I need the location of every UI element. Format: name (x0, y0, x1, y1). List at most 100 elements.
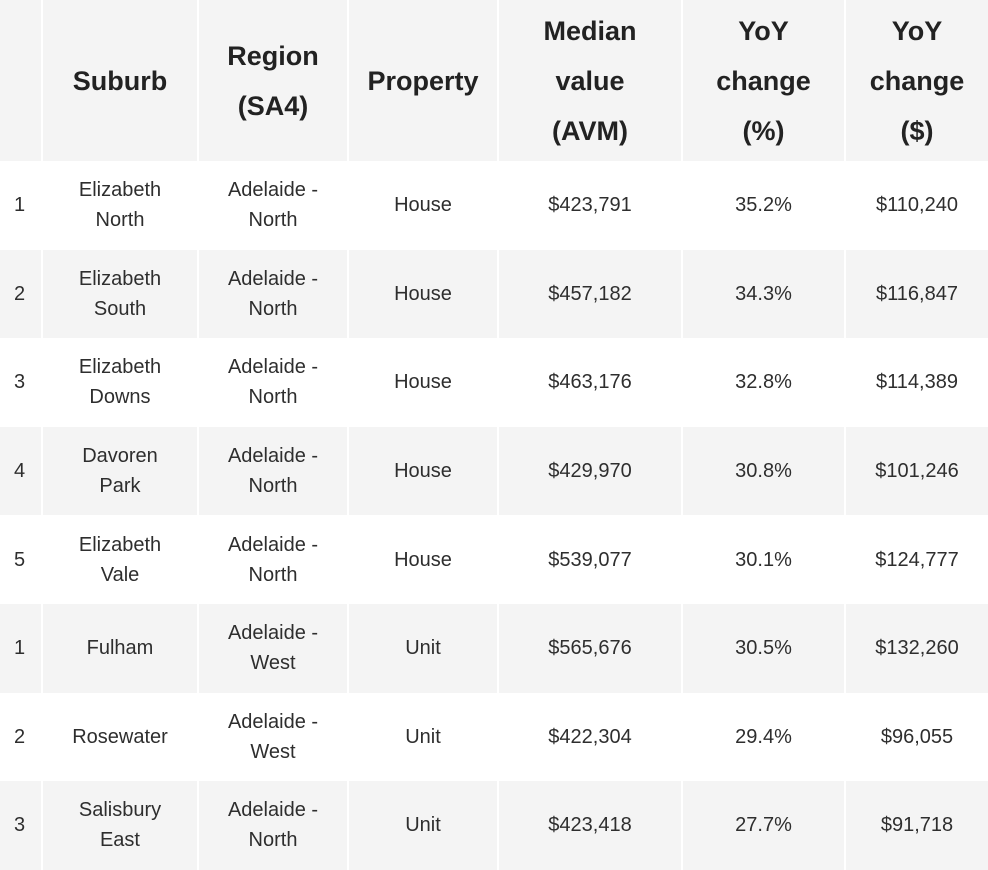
yoy-change-percent-cell: 32.8% (682, 338, 846, 427)
suburb-cell-line: East (99, 829, 140, 852)
suburb-cell-line: Davoren (82, 445, 158, 468)
header-label: Suburb (73, 56, 168, 106)
header-label: YoY change ($) (870, 6, 965, 156)
rank-cell: 3 (0, 338, 43, 427)
property-type-cell: House (348, 515, 499, 604)
suburb-cell-line: Elizabeth (78, 267, 162, 290)
median-value-cell: $539,077 (498, 515, 683, 604)
suburb-cell-line: Downs (89, 386, 151, 409)
property-type-cell: Unit (348, 781, 499, 870)
region-cell: Adelaide - West (198, 692, 349, 782)
header-label: YoY change (%) (716, 6, 811, 156)
header-row: Suburb Region (SA4) Property Median value (AVM… (0, 0, 988, 161)
suburb-cell-line: North (95, 209, 145, 232)
header-label-line: Region (227, 40, 319, 71)
table-row: 2 Rosewater Adelaide - West Unit $422,304 29.4… (0, 692, 988, 782)
table-row: 1 Elizabeth North Adelaide - North House $423,… (0, 161, 988, 250)
suburb-cell: Salisbury East (42, 781, 199, 870)
header-label: Region (SA4) (227, 31, 319, 131)
region-cell: Adelaide - North (198, 249, 349, 339)
header-label: Median value (AVM) (543, 6, 636, 156)
suburb-cell: Rosewater (42, 692, 199, 782)
rank-cell: 2 (0, 249, 43, 339)
rank-cell: 1 (0, 161, 43, 250)
suburb-cell: Fulham (42, 603, 199, 693)
header-label-line: Property (367, 65, 479, 96)
table-row: 5 Elizabeth Vale Adelaide - North House $539,0… (0, 515, 988, 604)
rank-cell: 1 (0, 603, 43, 693)
property-header: Property (348, 0, 499, 161)
median-value-cell: $423,418 (498, 781, 683, 870)
suburb-cell-line: Elizabeth (78, 179, 162, 202)
region-header: Region (SA4) (198, 0, 349, 161)
suburb-cell-line: South (93, 297, 147, 320)
region-cell-line: Adelaide - (227, 179, 319, 202)
median-value-cell: $423,791 (498, 161, 683, 250)
yoy-change-percent-cell: 30.8% (682, 426, 846, 516)
median-value-cell: $422,304 (498, 692, 683, 782)
property-type-cell: House (348, 426, 499, 516)
region-cell-line: Adelaide - (227, 710, 319, 733)
header-label-line: Suburb (72, 65, 168, 96)
table-row: 1 Fulham Adelaide - West Unit $565,676 30.5% $1… (0, 603, 988, 693)
region-cell-line: North (248, 297, 298, 320)
header-label-line: (SA4) (237, 90, 309, 121)
region-cell: Adelaide - North (198, 426, 349, 516)
region-cell: Adelaide - North (198, 781, 349, 870)
table-row: 4 Davoren Park Adelaide - North House $429,970… (0, 426, 988, 516)
region-cell-line: West (250, 740, 296, 763)
suburb-cell-line: Elizabeth (78, 533, 162, 556)
header-label: Property (367, 56, 478, 106)
median-value-cell: $565,676 (498, 603, 683, 693)
median-value-header: Median value (AVM) (498, 0, 683, 161)
header-label-line: YoY (891, 15, 943, 46)
property-type-cell: House (348, 249, 499, 339)
suburb-cell-line: Fulham (86, 637, 154, 660)
yoy-change-percent-cell: 30.5% (682, 603, 846, 693)
suburb-cell-line: Vale (100, 563, 140, 586)
region-cell-line: Adelaide - (227, 799, 319, 822)
yoy-change-percent-cell: 27.7% (682, 781, 846, 870)
table-body: 1 Elizabeth North Adelaide - North House $423,… (0, 161, 988, 870)
rank-cell: 3 (0, 781, 43, 870)
yoy-change-dollar-cell: $110,240 (845, 161, 988, 250)
rank-cell: 4 (0, 426, 43, 516)
region-cell-line: North (248, 209, 298, 232)
median-value-cell: $429,970 (498, 426, 683, 516)
property-type-cell: Unit (348, 603, 499, 693)
header-label-line: (AVM) (552, 115, 628, 146)
rank-header (0, 0, 43, 161)
region-cell-line: North (248, 563, 298, 586)
suburb-cell: Davoren Park (42, 426, 199, 516)
region-cell: Adelaide - West (198, 603, 349, 693)
yoy-change-dollar-cell: $101,246 (845, 426, 988, 516)
yoy-change-dollar-header: YoY change ($) (845, 0, 988, 161)
suburb-cell: Elizabeth North (42, 161, 199, 250)
table-row: 3 Salisbury East Adelaide - North Unit $423,41… (0, 781, 988, 870)
region-cell-line: Adelaide - (227, 356, 319, 379)
yoy-change-percent-cell: 35.2% (682, 161, 846, 250)
region-cell-line: North (248, 386, 298, 409)
yoy-change-dollar-cell: $91,718 (845, 781, 988, 870)
yoy-change-dollar-cell: $114,389 (845, 338, 988, 427)
yoy-change-dollar-cell: $96,055 (845, 692, 988, 782)
median-value-cell: $463,176 (498, 338, 683, 427)
suburb-cell-line: Elizabeth (78, 356, 162, 379)
suburb-cell-line: Park (99, 475, 141, 498)
yoy-change-percent-cell: 29.4% (682, 692, 846, 782)
header-label-line: ($) (900, 115, 934, 146)
region-cell-line: Adelaide - (227, 445, 319, 468)
region-cell: Adelaide - North (198, 338, 349, 427)
header-label-line: Median (543, 15, 637, 46)
suburb-header: Suburb (42, 0, 199, 161)
region-cell-line: Adelaide - (227, 533, 319, 556)
suburb-cell-line: Salisbury (78, 799, 162, 822)
suburb-cell: Elizabeth South (42, 249, 199, 339)
yoy-change-percent-header: YoY change (%) (682, 0, 846, 161)
suburb-cell-line: Rosewater (72, 725, 168, 748)
header-label-line: YoY (738, 15, 789, 46)
property-type-cell: Unit (348, 692, 499, 782)
table-row: 3 Elizabeth Downs Adelaide - North House $463,… (0, 338, 988, 427)
region-cell-line: North (248, 475, 298, 498)
property-type-cell: House (348, 338, 499, 427)
